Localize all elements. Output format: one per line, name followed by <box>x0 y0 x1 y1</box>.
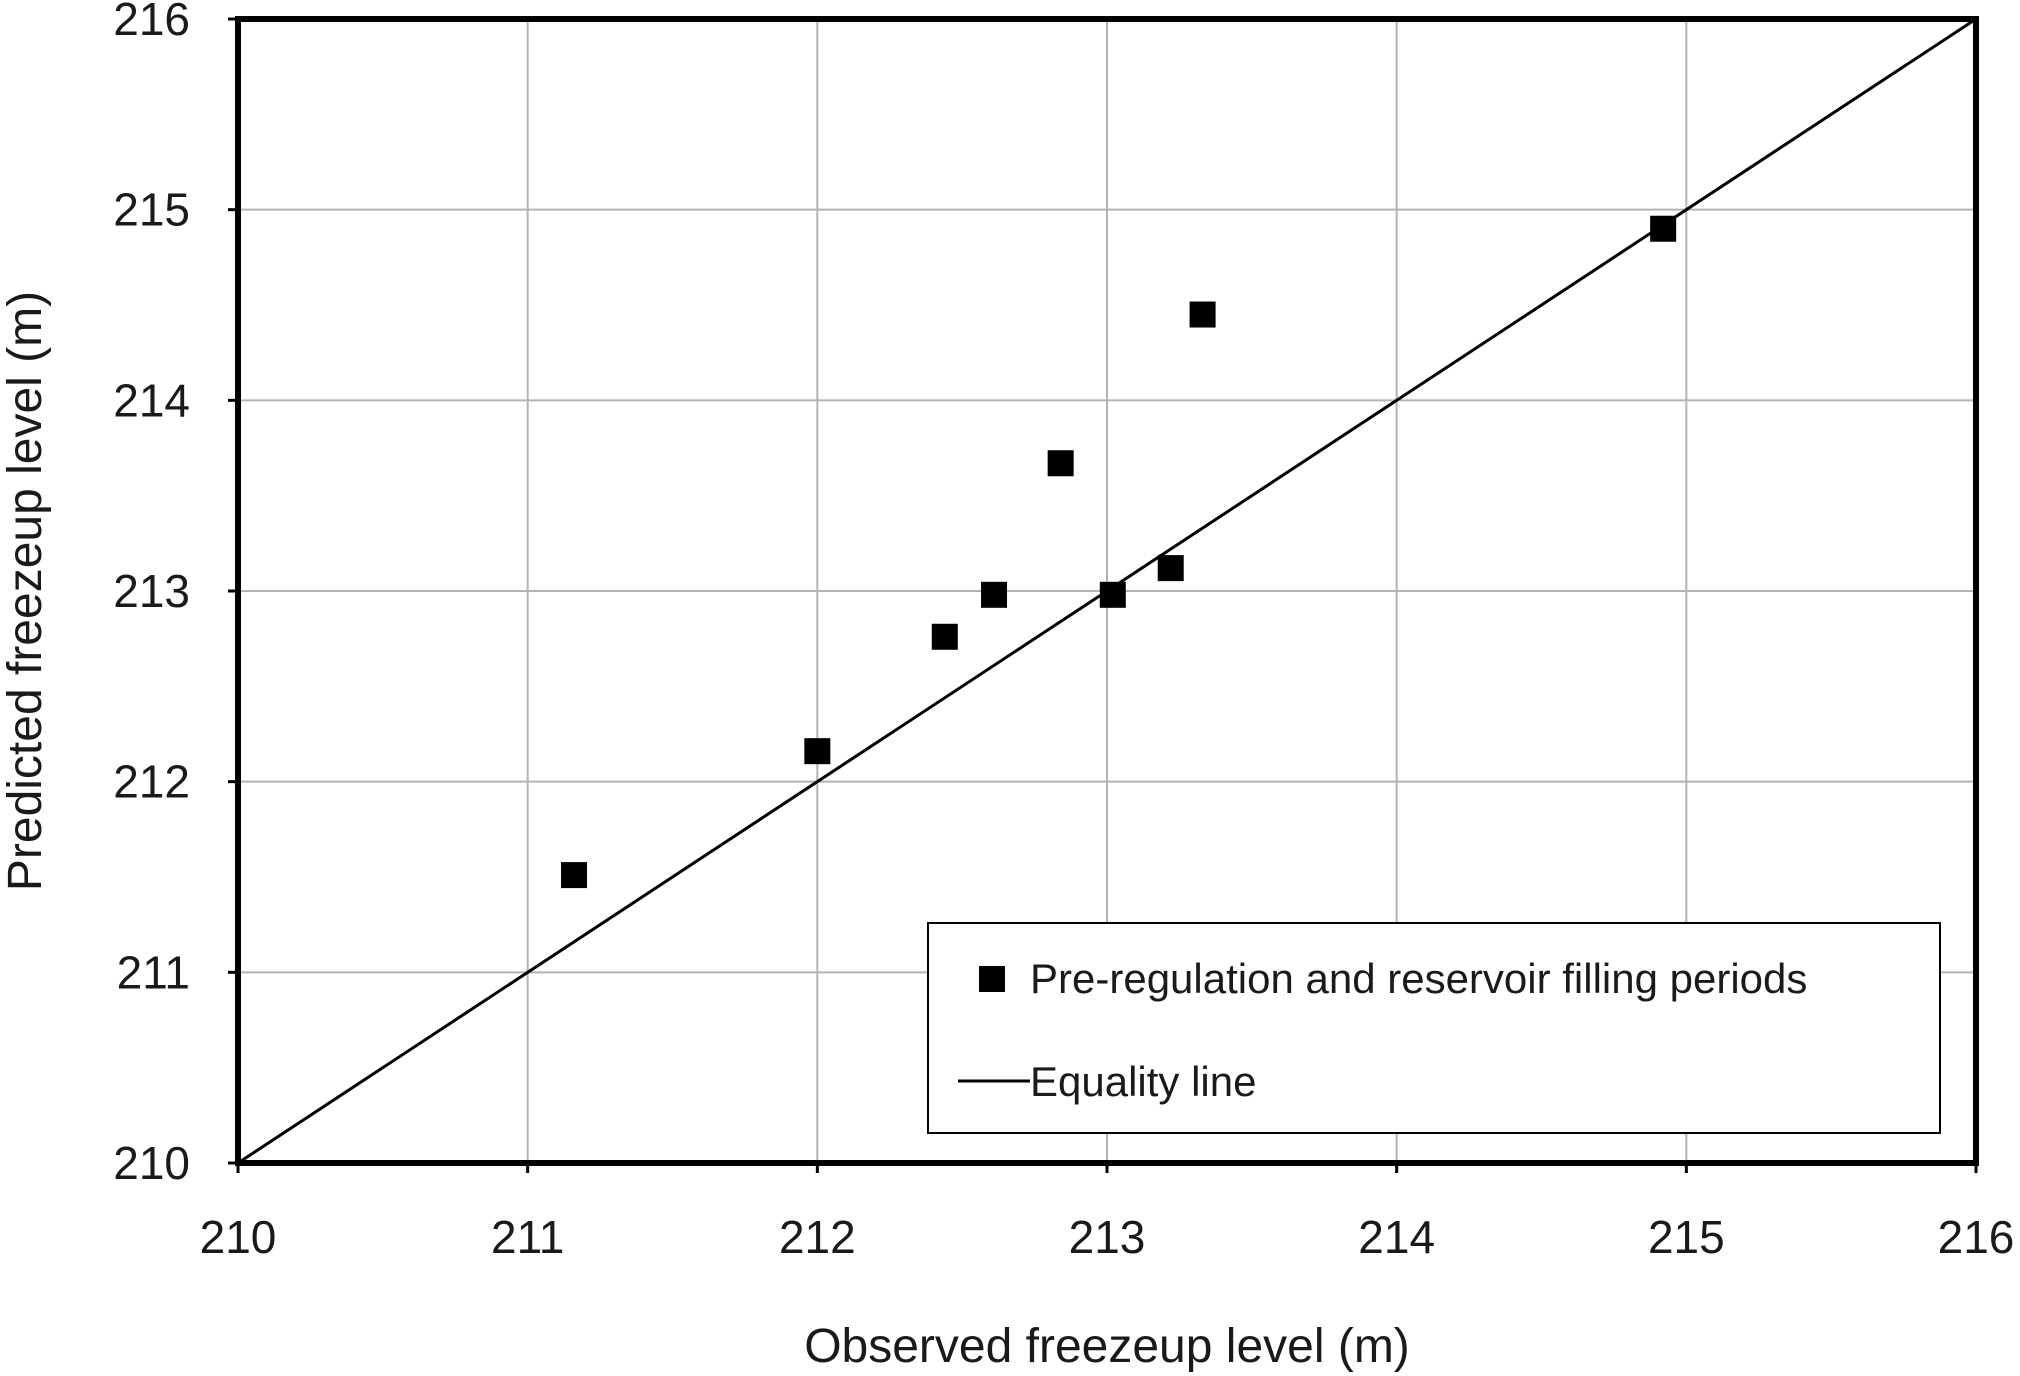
y-tick-label: 211 <box>117 946 190 998</box>
y-tick-label: 213 <box>113 565 190 617</box>
x-axis-ticks: 210 211 212 213 214 215 216 <box>200 1163 2015 1263</box>
x-tick-label: 215 <box>1648 1211 1725 1263</box>
y-axis-ticks: 210 211 212 213 214 215 216 <box>113 0 238 1189</box>
x-axis-title: Observed freezeup level (m) <box>804 1320 1410 1373</box>
data-point-square <box>931 623 958 650</box>
legend: Pre-regulation and reservoir filling per… <box>927 922 1941 1134</box>
x-tick-label: 216 <box>1938 1211 2015 1263</box>
data-point-square <box>561 862 588 889</box>
y-tick-label: 210 <box>113 1137 190 1189</box>
y-tick-label: 212 <box>113 756 190 808</box>
data-point-square <box>1099 581 1126 608</box>
legend-box <box>927 922 1941 1134</box>
x-tick-label: 213 <box>1069 1211 1146 1263</box>
data-point-square <box>1650 215 1677 242</box>
data-point-square <box>1189 301 1216 328</box>
y-tick-label: 214 <box>113 374 190 426</box>
data-point-square <box>804 738 831 765</box>
plot-frame <box>235 16 1979 1166</box>
x-tick-label: 211 <box>491 1211 564 1263</box>
data-point-square <box>1157 555 1184 582</box>
y-axis-title: Predicted freezeup level (m) <box>0 291 52 891</box>
legend-label-equality-line: Equality line <box>1030 1058 1256 1105</box>
legend-label-pre-regulation: Pre-regulation and reservoir filling per… <box>1030 955 1807 1002</box>
x-tick-label: 214 <box>1358 1211 1435 1263</box>
data-point-square <box>1047 450 1074 477</box>
x-tick-label: 210 <box>200 1211 277 1263</box>
y-tick-label: 215 <box>113 184 190 236</box>
y-tick-label: 216 <box>113 0 190 45</box>
x-tick-label: 212 <box>779 1211 856 1263</box>
data-point-square <box>981 581 1008 608</box>
legend-marker-square <box>979 966 1005 992</box>
data-points <box>561 215 1677 889</box>
